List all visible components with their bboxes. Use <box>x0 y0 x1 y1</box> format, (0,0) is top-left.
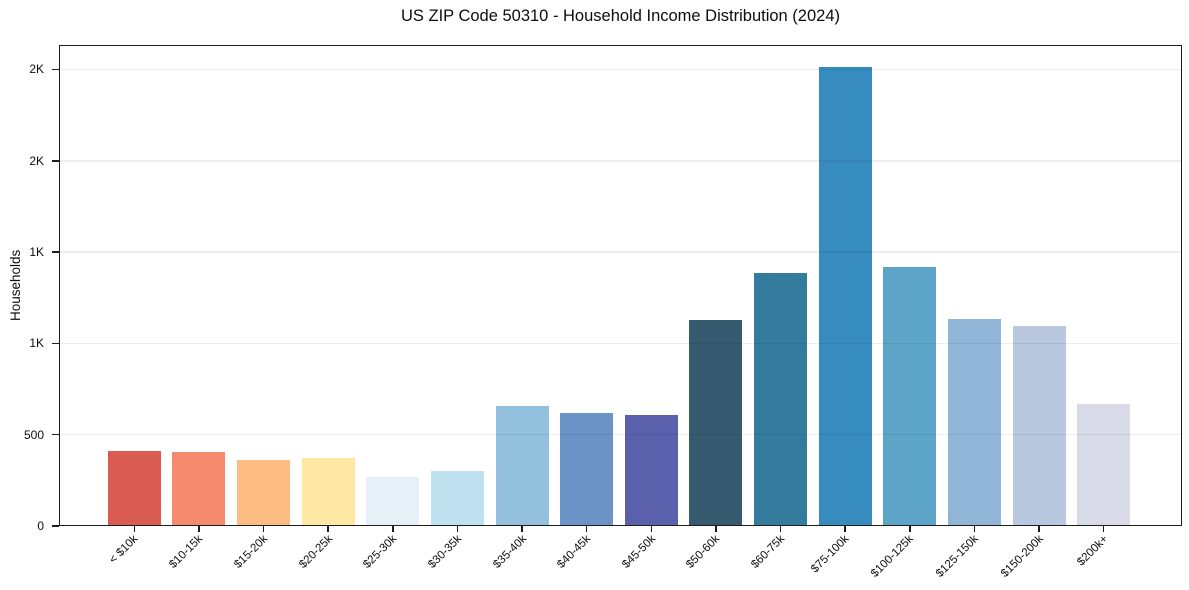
bar-slot <box>748 45 813 526</box>
bar <box>560 413 614 526</box>
x-tick-label: $15-20k <box>232 533 271 571</box>
x-tick-label: $30-35k <box>426 533 464 571</box>
bar-slot <box>231 45 296 526</box>
bar-slot <box>619 45 684 526</box>
y-axis-tick-labels: 0 500 1K 1K 2K 2K <box>0 45 51 533</box>
bar <box>495 406 549 526</box>
bar-slot <box>942 45 1007 526</box>
bar-slot <box>296 45 361 526</box>
x-tick-mark <box>198 526 200 532</box>
plot-area <box>52 45 1182 532</box>
bars-container <box>59 45 1182 526</box>
x-tick-mark <box>973 526 976 532</box>
y-tick-mark <box>52 525 59 527</box>
bar-slot <box>1071 45 1136 526</box>
y-tick-mark <box>52 160 59 162</box>
y-tick-mark <box>52 342 59 345</box>
y-tick-label: 2K <box>29 153 44 168</box>
x-axis-tick-labels: < $10k $10-15k $15-20k $20-25k $25-30k $30-35… <box>59 533 1182 588</box>
y-tick-label: 500 <box>23 427 44 442</box>
x-tick-label: $40-45k <box>555 533 594 571</box>
x-tick-label: $50-60k <box>684 533 723 571</box>
x-tick-mark <box>392 526 394 532</box>
x-tick-label: $75-100k <box>809 533 852 576</box>
bar-slot <box>554 45 619 526</box>
x-tick-label: $45-50k <box>619 533 658 571</box>
x-tick-label: $35-40k <box>490 533 529 571</box>
x-tick-mark <box>327 526 329 532</box>
x-tick-mark <box>909 526 911 532</box>
y-tick-label: 1K <box>29 336 44 351</box>
bar-slot <box>167 45 232 526</box>
bar <box>689 320 743 526</box>
bar <box>301 458 355 526</box>
bar-slot <box>425 45 490 526</box>
bar <box>237 459 291 526</box>
x-tick-label: $200k+ <box>1074 533 1111 569</box>
chart-title: US ZIP Code 50310 - Household Income Dis… <box>400 7 840 25</box>
x-tick-mark <box>133 526 136 532</box>
x-tick-label: $100-125k <box>869 533 917 580</box>
x-tick-label: $150-200k <box>998 533 1046 580</box>
x-tick-label: < $10k <box>107 533 141 567</box>
x-tick-label: $25-30k <box>361 533 400 571</box>
bar-slot <box>490 45 555 526</box>
x-tick-label: $125-150k <box>933 533 981 580</box>
x-tick-mark <box>844 526 846 532</box>
bar <box>172 452 226 526</box>
bar <box>947 319 1001 526</box>
bar-slot <box>102 45 167 526</box>
y-tick-label: 1K <box>29 245 44 260</box>
bar <box>1012 325 1066 526</box>
bar <box>624 415 678 526</box>
bar <box>107 451 161 526</box>
y-tick-mark <box>52 68 59 71</box>
bar <box>754 272 808 526</box>
x-tick-mark <box>521 526 523 532</box>
bar-slot <box>878 45 943 526</box>
bar <box>366 477 420 526</box>
bar <box>430 471 484 526</box>
bar-slot <box>361 45 426 526</box>
y-tick-label: 0 <box>37 519 44 533</box>
x-tick-mark <box>779 526 782 532</box>
x-tick-label: $10-15k <box>167 533 206 571</box>
x-tick-mark <box>262 526 265 532</box>
x-tick-mark <box>456 526 459 532</box>
x-tick-mark <box>1038 526 1040 532</box>
bar-slot <box>684 45 749 526</box>
x-tick-mark <box>650 526 653 532</box>
bar-slot <box>813 45 878 526</box>
x-tick-mark <box>715 526 717 532</box>
x-tick-mark <box>1102 526 1105 532</box>
x-tick-label: $20-25k <box>296 533 335 571</box>
bar <box>1077 404 1131 526</box>
x-tick-label: $60-75k <box>749 533 788 571</box>
bar-slot <box>1007 45 1072 526</box>
y-tick-label: 2K <box>29 62 44 77</box>
bar <box>818 66 872 526</box>
y-tick-mark <box>52 433 59 436</box>
x-tick-mark <box>585 526 588 532</box>
y-tick-mark <box>52 251 59 253</box>
bar <box>883 267 937 526</box>
